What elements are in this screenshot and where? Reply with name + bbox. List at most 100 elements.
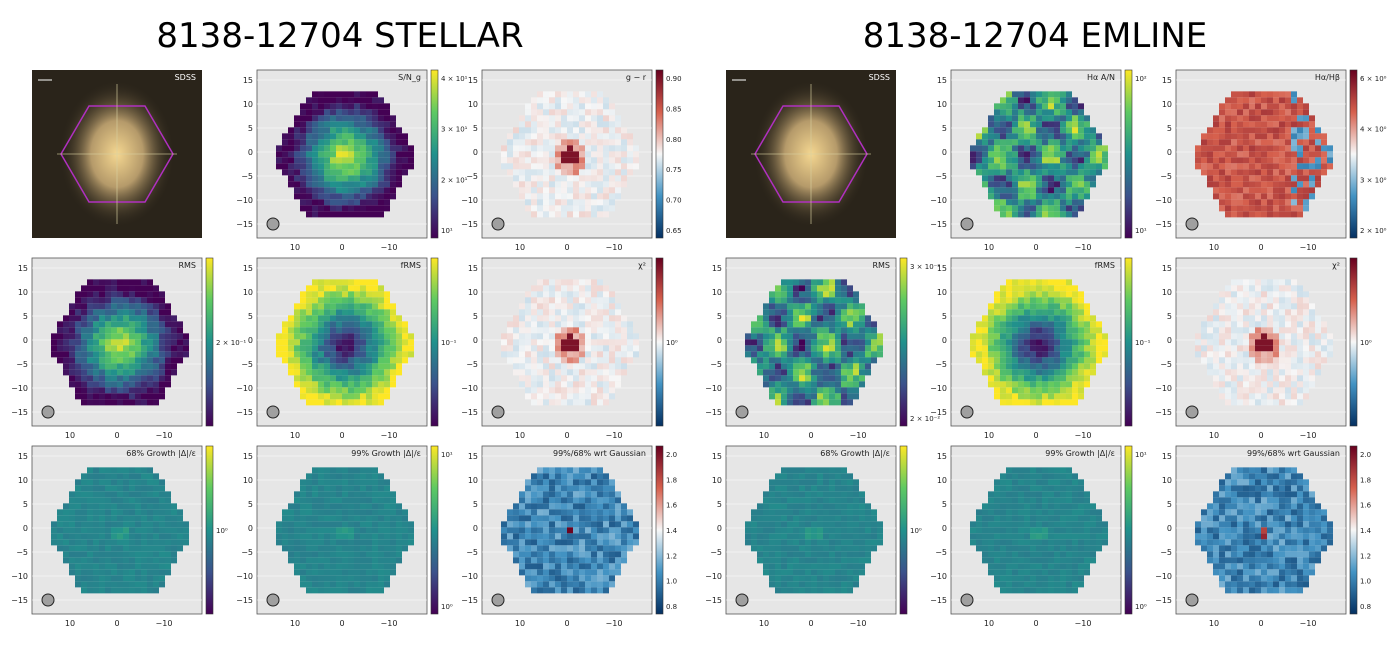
heatmap-cell [177, 333, 183, 339]
heatmap-cell [1024, 193, 1030, 199]
heatmap-cell [129, 539, 135, 545]
heatmap-cell [342, 369, 348, 375]
heatmap-cell [769, 369, 775, 375]
heatmap-cell [609, 133, 615, 139]
heatmap-cell [811, 339, 817, 345]
heatmap-cell [555, 303, 561, 309]
heatmap-cell [591, 315, 597, 321]
heatmap-cell [1255, 97, 1261, 103]
heatmap-cell [1309, 121, 1315, 127]
heatmap-cell [93, 467, 99, 473]
heatmap-cell [1066, 151, 1072, 157]
heatmap-cell [1018, 115, 1024, 121]
heatmap-cell [1303, 115, 1309, 121]
heatmap-cell [87, 375, 93, 381]
heatmap-cell [531, 297, 537, 303]
heatmap-cell [1006, 333, 1012, 339]
heatmap-cell [354, 109, 360, 115]
heatmap-cell [129, 279, 135, 285]
heatmap-cell [87, 315, 93, 321]
heatmap-cell [1036, 285, 1042, 291]
heatmap-cell [1243, 321, 1249, 327]
heatmap-cell [99, 399, 105, 405]
heatmap-cell [1024, 297, 1030, 303]
heatmap-cell [306, 503, 312, 509]
heatmap-cell [300, 145, 306, 151]
heatmap-cell [384, 181, 390, 187]
colorbar-tick-label: 0.65 [666, 227, 682, 235]
heatmap-cell [135, 551, 141, 557]
heatmap-cell [324, 569, 330, 575]
heatmap-cell [561, 279, 567, 285]
heatmap-cell [555, 169, 561, 175]
heatmap-cell [1231, 175, 1237, 181]
heatmap-cell [1297, 303, 1303, 309]
heatmap-cell [117, 509, 123, 515]
heatmap-cell [787, 387, 793, 393]
heatmap-cell [519, 539, 525, 545]
heatmap-cell [603, 175, 609, 181]
heatmap-cell [318, 181, 324, 187]
heatmap-cell [1291, 181, 1297, 187]
heatmap-cell [847, 381, 853, 387]
heatmap-cell [1219, 315, 1225, 321]
heatmap-cell [591, 575, 597, 581]
heatmap-cell [336, 557, 342, 563]
heatmap-cell [324, 157, 330, 163]
heatmap-cell [1261, 91, 1267, 97]
heatmap-cell [1012, 181, 1018, 187]
heatmap-cell [129, 297, 135, 303]
heatmap-cell [384, 157, 390, 163]
heatmap-cell [1054, 187, 1060, 193]
heatmap-cell [372, 309, 378, 315]
heatmap-cell [1024, 115, 1030, 121]
heatmap-cell [390, 569, 396, 575]
heatmap-cell [1072, 127, 1078, 133]
heatmap-cell [336, 521, 342, 527]
heatmap-cell [769, 387, 775, 393]
heatmap-cell [1213, 139, 1219, 145]
heatmap-cell [366, 339, 372, 345]
heatmap-cell [360, 485, 366, 491]
heatmap-cell [1279, 193, 1285, 199]
heatmap-cell [1090, 357, 1096, 363]
heatmap-cell [372, 327, 378, 333]
heatmap-cell [531, 587, 537, 593]
x-tick-label: 0 [114, 431, 119, 440]
heatmap-cell [591, 133, 597, 139]
heatmap-cell [555, 279, 561, 285]
heatmap-cell [117, 285, 123, 291]
heatmap-cell [573, 339, 579, 345]
heatmap-cell [579, 187, 585, 193]
heatmap-cell [294, 175, 300, 181]
heatmap-cell [1054, 109, 1060, 115]
y-tick-label: 15 [937, 76, 947, 85]
heatmap-cell [859, 363, 865, 369]
heatmap-cell [87, 467, 93, 473]
x-tick-label: 0 [114, 619, 119, 628]
heatmap-cell [1285, 139, 1291, 145]
heatmap-cell [318, 587, 324, 593]
heatmap-cell [1255, 199, 1261, 205]
heatmap-cell [312, 145, 318, 151]
heatmap-cell [306, 387, 312, 393]
heatmap-cell [525, 393, 531, 399]
heatmap-cell [543, 557, 549, 563]
heatmap-cell [384, 515, 390, 521]
heatmap-cell [531, 533, 537, 539]
heatmap-cell [1090, 169, 1096, 175]
heatmap-cell [1255, 133, 1261, 139]
heatmap-cell [555, 399, 561, 405]
heatmap-cell [549, 175, 555, 181]
heatmap-cell [1102, 145, 1108, 151]
heatmap-cell [372, 121, 378, 127]
heatmap-cell [1285, 321, 1291, 327]
heatmap-cell [1297, 103, 1303, 109]
heatmap-cell [531, 199, 537, 205]
heatmap-cell [81, 545, 87, 551]
heatmap-cell [591, 473, 597, 479]
heatmap-cell [1315, 163, 1321, 169]
heatmap-cell [1078, 163, 1084, 169]
heatmap-cell [1255, 115, 1261, 121]
heatmap-cell [603, 133, 609, 139]
